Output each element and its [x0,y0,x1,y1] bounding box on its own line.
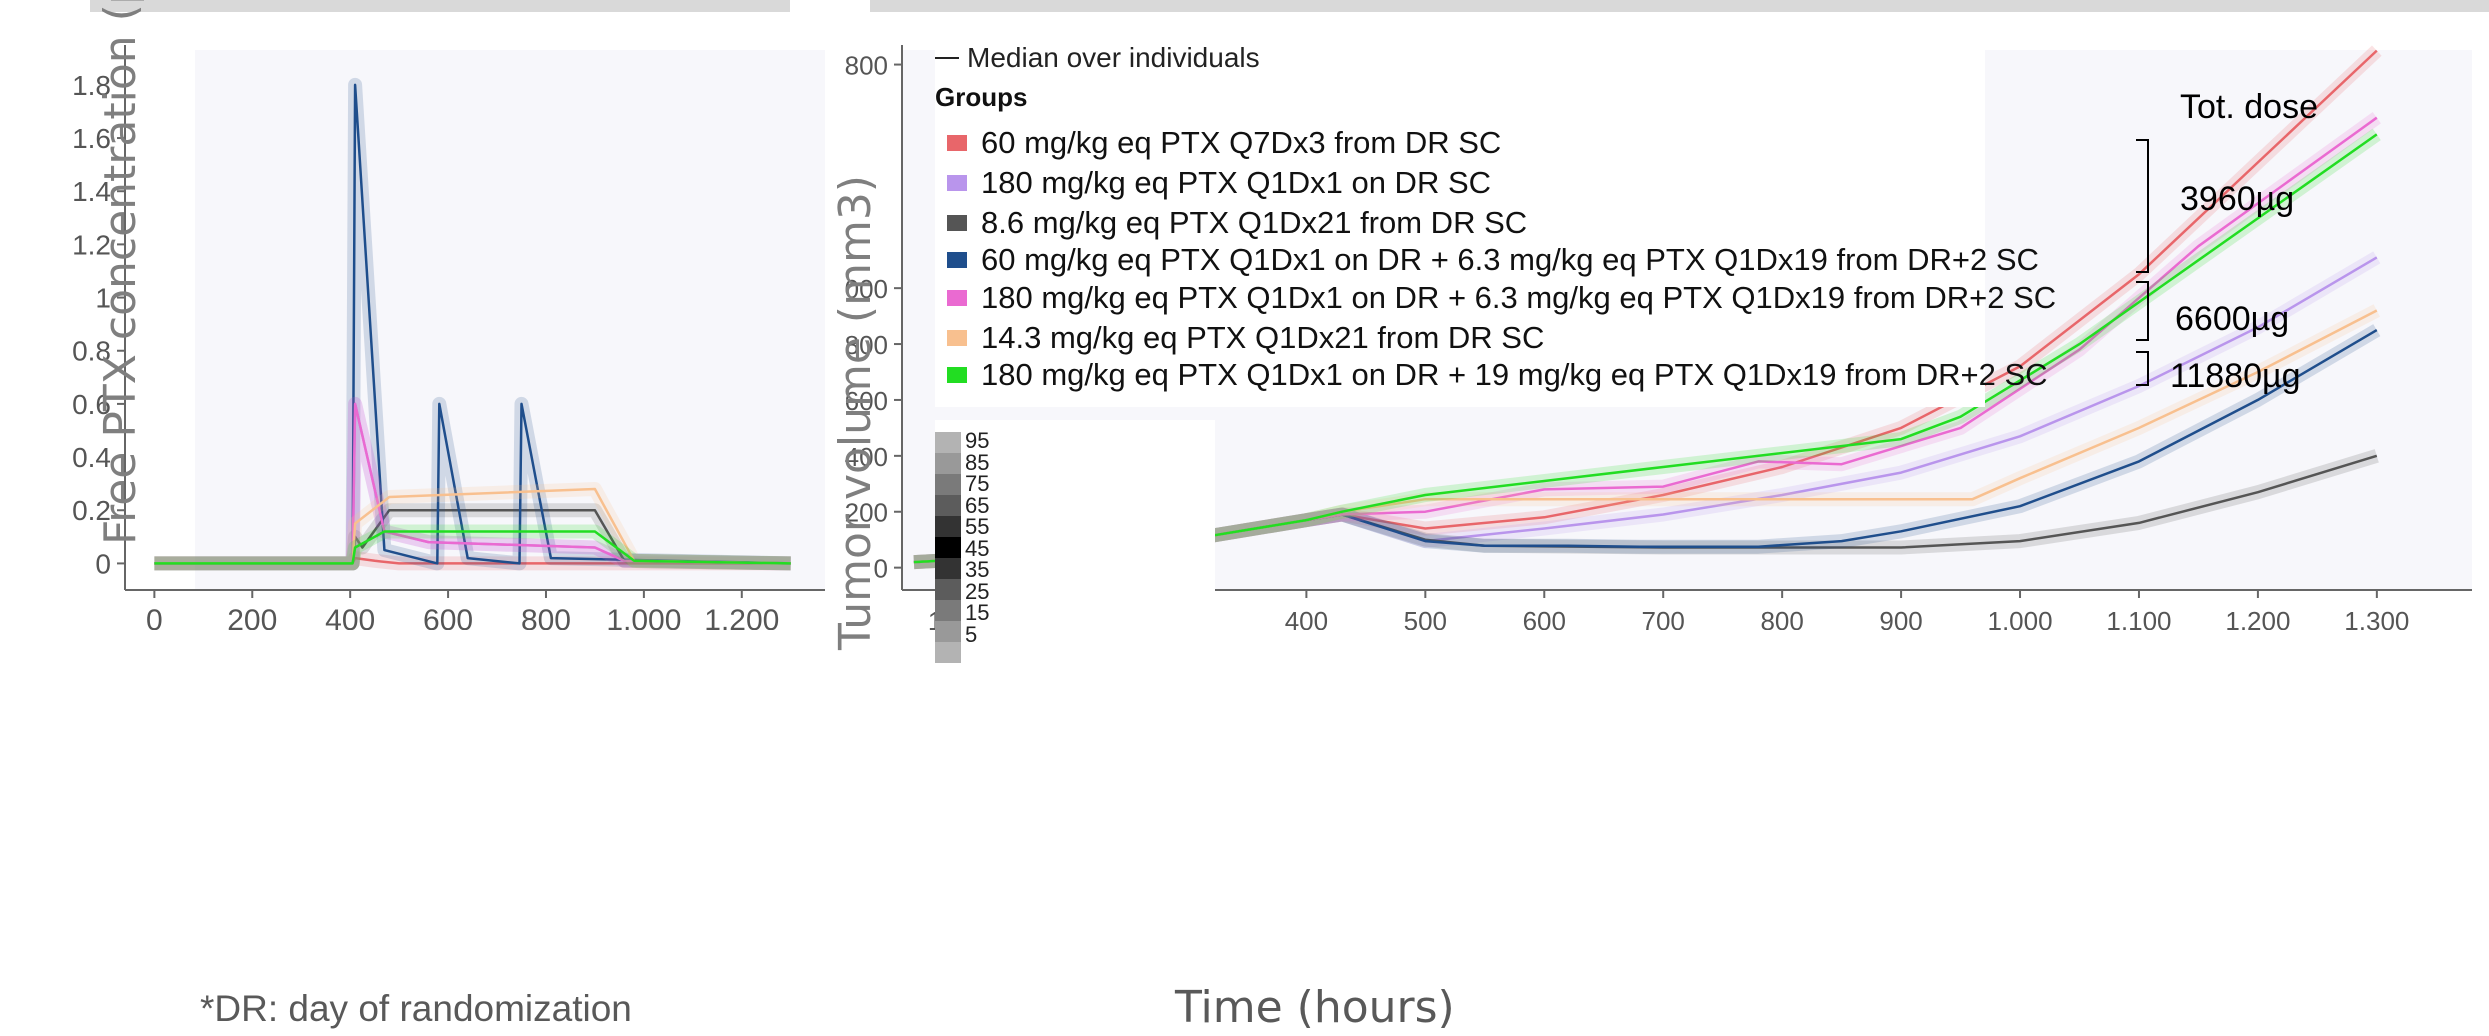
legend: Median over individuals Groups 60 mg/kg … [935,42,2056,407]
median-line-icon [935,57,959,59]
percentile-band [935,579,961,600]
percentile-label: 15 [965,600,990,625]
percentile-label: 25 [965,578,990,604]
legend-swatch [947,215,967,231]
percentile-band [935,621,961,642]
y-tick-label: 0.8 [72,336,111,367]
x-tick-label: 0 [146,604,163,630]
footnote: *DR: day of randomization [200,988,632,1029]
series-line-7 [154,530,791,565]
percentile-label: 35 [965,557,990,582]
x-tick-label: 400 [1285,606,1328,630]
series-line-4 [154,83,791,565]
dose-brackets [2136,139,2149,386]
percentile-label: 55 [965,514,990,539]
x-tick-label: 1,000 [1987,606,2052,630]
percentile-band [935,642,961,663]
x-tick-label: 800 [1760,606,1803,630]
dose-value-2: 6600µg [2175,300,2290,338]
legend-label: 180 mg/kg eq PTX Q1Dx1 on DR SC [981,165,1492,200]
legend-label: 8.6 mg/kg eq PTX Q1Dx21 from DR SC [981,205,1528,240]
shared-x-axis-title: Time (hours) [1175,982,1455,1033]
legend-label: 180 mg/kg eq PTX Q1Dx1 on DR + 6.3 mg/kg… [981,280,2057,315]
y-tick-label: 1.8 [72,70,111,101]
y-tick-label: 0.4 [72,442,111,473]
percentile-label: 95 [965,428,990,453]
left-y-axis-title: Free PTX concentration (µg/ml) [95,0,146,545]
right-y-axis-title: Tumor volume (mm3) [830,175,881,650]
x-tick-label: 800 [521,604,571,630]
y-tick-label: 400 [845,442,888,472]
y-tick-label: 1.2 [72,229,111,260]
dose-header: Tot. dose [2180,88,2318,126]
x-tick-label: 1,300 [2344,606,2409,630]
y-tick-label: 1 [95,283,111,314]
legend-item-2: 180 mg/kg eq PTX Q1Dx1 on DR SC [947,165,1491,201]
x-tick-label: 200 [227,604,277,630]
y-tick-label: 800 [845,330,888,360]
y-tick-label: 600 [845,386,888,416]
y-tick-label: 1.4 [72,176,111,207]
legend-swatch [947,330,967,346]
x-tick-label: 600 [1523,606,1566,630]
concentration-chart: 0 0.2 0.4 0.6 0.8 1 1.2 1.4 1.6 1.8 0 200 400 600 800 1… [72,45,825,630]
legend-item-4: 60 mg/kg eq PTX Q1Dx1 on DR + 6.3 mg/kg … [947,242,2039,278]
top-divider-left [90,0,790,12]
y-tick-label: 0.2 [72,495,111,526]
x-tick-label: 400 [325,604,375,630]
percentile-band [935,558,961,579]
x-tick-label: 1,200 [704,604,779,630]
percentile-band [935,495,961,516]
legend-item-6: 14.3 mg/kg eq PTX Q1Dx21 from DR SC [947,320,1544,356]
legend-label: 60 mg/kg eq PTX Q7Dx3 from DR SC [981,125,1502,160]
legend-swatch [947,135,967,151]
legend-item-5: 180 mg/kg eq PTX Q1Dx1 on DR + 6.3 mg/kg… [947,280,2056,316]
percentile-band [935,600,961,621]
y-tick-label: 0 [95,548,111,579]
percentile-band [935,474,961,495]
y-tick-label: 200 [845,498,888,528]
percentile-label: 5 [965,621,978,647]
legend-label: 180 mg/kg eq PTX Q1Dx1 on DR + 19 mg/kg … [981,357,2048,392]
percentile-label: 45 [965,535,990,561]
x-tick-label: 900 [1879,606,1922,630]
legend-swatch [947,367,967,383]
dose-value-3: 11880µg [2170,357,2301,395]
legend-item-1: 60 mg/kg eq PTX Q7Dx3 from DR SC [947,125,1501,161]
x-tick-label: 600 [423,604,473,630]
percentile-band [935,537,961,558]
percentile-band [935,432,961,453]
x-tick-label: 1,000 [606,604,681,630]
y-tick-label: 800 [845,51,888,81]
legend-item-3: 8.6 mg/kg eq PTX Q1Dx21 from DR SC [947,205,1527,241]
percentile-label: 75 [965,471,990,496]
dose-value-1: 3960µg [2180,180,2295,218]
y-tick-label: 000 [845,274,888,304]
x-tick-label: 1,100 [2106,606,2171,630]
percentile-band [935,516,961,537]
y-tick-label: 1.6 [72,123,111,154]
x-tick-label: 700 [1642,606,1685,630]
percentile-label: 65 [965,492,990,518]
legend-item-7: 180 mg/kg eq PTX Q1Dx1 on DR + 19 mg/kg … [947,357,2048,393]
x-tick-label: 500 [1404,606,1447,630]
legend-groups-title: Groups [935,82,1028,112]
percentile-legend: 95 85 75 65 55 45 35 25 15 5 [935,420,1215,665]
legend-label: 14.3 mg/kg eq PTX Q1Dx21 from DR SC [981,320,1545,355]
percentile-band [935,453,961,474]
legend-median-label: Median over individuals [967,42,1260,73]
x-tick-label: 1,200 [2225,606,2290,630]
legend-swatch [947,252,967,268]
legend-swatch [947,290,967,306]
legend-swatch [947,175,967,191]
top-divider-right [870,0,2489,12]
legend-label: 60 mg/kg eq PTX Q1Dx1 on DR + 6.3 mg/kg … [981,242,2039,277]
y-tick-label: 0 [874,554,888,584]
y-tick-label: 0.6 [72,389,111,420]
percentile-label: 85 [965,449,990,475]
